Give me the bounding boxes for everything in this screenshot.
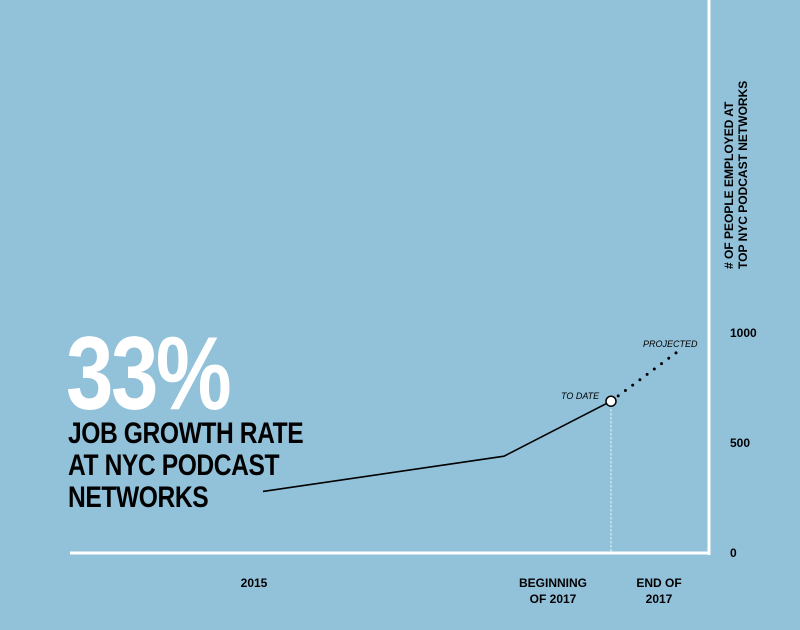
y-axis-label: # OF PEOPLE EMPLOYED AT TOP NYC PODCAST … bbox=[722, 81, 750, 269]
annotation-label: PROJECTED bbox=[643, 339, 698, 349]
y-tick-label: 500 bbox=[730, 436, 751, 450]
x-tick-label: 2015 bbox=[240, 576, 268, 590]
y-tick-label: 1000 bbox=[730, 326, 757, 340]
headline-description: JOB GROWTH RATE AT NYC PODCAST NETWORKS bbox=[68, 417, 304, 514]
headline-value: 33% bbox=[66, 316, 232, 432]
headline-description-line: NETWORKS bbox=[68, 481, 209, 514]
y-tick-label: 0 bbox=[730, 546, 737, 560]
to-date-marker bbox=[605, 395, 617, 407]
y-axis-label-line: # OF PEOPLE EMPLOYED AT bbox=[722, 101, 736, 269]
headline-description-line: JOB GROWTH RATE bbox=[68, 417, 304, 450]
x-tick-label: BEGINNING OF 2017 bbox=[518, 576, 588, 606]
y-axis-label-line: TOP NYC PODCAST NETWORKS bbox=[736, 80, 750, 269]
actual-series-line bbox=[262, 400, 612, 493]
x-tick-label: END OF 2017 bbox=[636, 576, 682, 606]
headline-description-line: AT NYC PODCAST bbox=[68, 449, 280, 482]
annotation-label: TO DATE bbox=[561, 391, 600, 401]
projected-series-line bbox=[609, 349, 681, 403]
